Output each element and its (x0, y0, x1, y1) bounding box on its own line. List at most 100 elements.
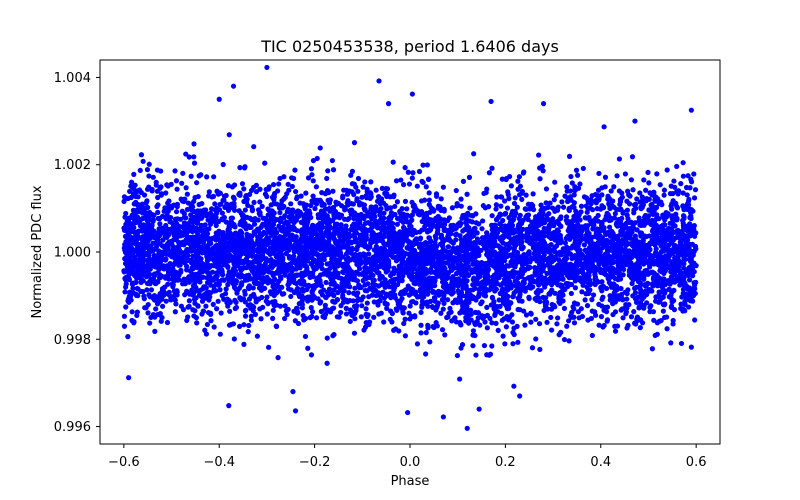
data-point (371, 282, 377, 288)
data-point (163, 298, 169, 304)
data-point (348, 200, 355, 207)
data-point (566, 318, 572, 324)
data-point (637, 299, 644, 306)
data-point (457, 299, 463, 305)
data-point (236, 208, 242, 214)
data-point (489, 343, 495, 349)
data-point (525, 201, 532, 207)
data-point (421, 271, 428, 277)
data-point (345, 256, 351, 263)
data-point (407, 257, 413, 263)
data-point (147, 320, 153, 326)
data-point (637, 190, 643, 196)
data-point (611, 184, 617, 190)
data-point (291, 226, 297, 233)
data-point (408, 213, 414, 219)
data-point (540, 209, 546, 215)
data-point (401, 320, 407, 327)
data-point (609, 282, 616, 288)
data-point (510, 329, 516, 336)
data-point (418, 330, 424, 336)
data-point (632, 118, 638, 124)
data-point (213, 218, 219, 224)
data-point (165, 281, 171, 287)
data-point (136, 267, 143, 273)
data-point (618, 285, 624, 292)
data-point (424, 229, 431, 235)
data-point (130, 285, 136, 291)
data-point (381, 221, 387, 227)
data-point (680, 173, 686, 179)
data-point (378, 198, 384, 204)
data-point (481, 313, 488, 320)
data-point (231, 336, 237, 342)
data-point (606, 224, 613, 230)
data-point (165, 208, 171, 214)
data-point (402, 165, 408, 171)
data-point (277, 210, 283, 216)
data-point (614, 173, 620, 179)
data-point (453, 187, 459, 194)
data-point (403, 212, 410, 219)
data-point (315, 296, 321, 302)
data-point (134, 312, 140, 318)
data-point (537, 176, 543, 182)
data-point (284, 311, 290, 318)
data-point (674, 205, 681, 211)
data-point (237, 165, 243, 171)
data-point (313, 315, 320, 321)
data-point (578, 268, 584, 274)
data-point (453, 237, 459, 243)
data-point (445, 314, 451, 320)
data-point (519, 196, 525, 202)
data-point (575, 172, 581, 178)
data-point (383, 269, 389, 275)
data-point (206, 189, 212, 195)
data-point (259, 203, 265, 209)
data-point (267, 289, 274, 295)
data-point (277, 175, 283, 182)
data-point (212, 201, 218, 207)
data-point (164, 319, 171, 326)
data-point (407, 303, 413, 309)
data-point (583, 291, 589, 297)
data-point (520, 233, 526, 239)
data-point (688, 176, 694, 182)
data-point (423, 266, 429, 272)
data-point (656, 299, 662, 305)
data-point (515, 306, 521, 313)
data-point (482, 319, 488, 325)
data-point (417, 235, 424, 241)
data-point (340, 292, 346, 299)
data-point (551, 197, 557, 203)
data-point (251, 199, 257, 206)
data-point (197, 279, 203, 285)
data-point (498, 310, 504, 316)
data-point (191, 208, 197, 215)
data-point (515, 178, 521, 184)
data-point (164, 230, 170, 237)
data-point (140, 278, 146, 284)
data-point (502, 198, 508, 204)
data-point (480, 218, 486, 224)
data-point (537, 299, 543, 305)
data-point (656, 294, 662, 300)
data-point (186, 303, 192, 309)
data-point (542, 205, 549, 211)
data-point (323, 279, 329, 286)
data-point (174, 288, 180, 294)
data-point (327, 197, 333, 203)
data-point (503, 324, 509, 330)
data-point (154, 203, 160, 210)
data-point (660, 308, 666, 314)
data-point (179, 208, 185, 214)
data-point (376, 283, 382, 289)
data-point (180, 170, 186, 176)
data-point (691, 195, 698, 201)
data-point (198, 172, 204, 178)
data-point (442, 332, 448, 338)
data-point (233, 299, 239, 305)
data-point (416, 168, 423, 175)
data-point (680, 286, 687, 292)
data-point (487, 254, 493, 260)
